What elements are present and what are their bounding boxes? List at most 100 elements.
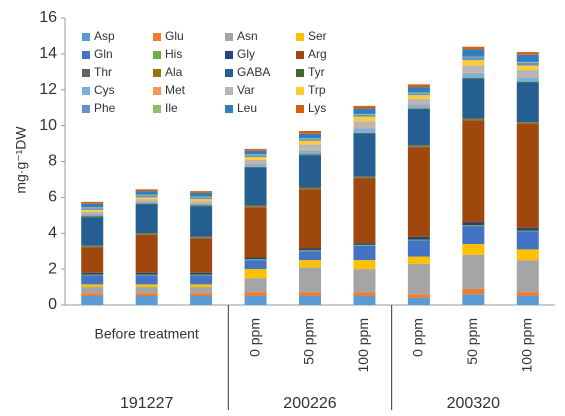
bar-segment: [135, 203, 158, 205]
bar-segment: [462, 288, 485, 295]
bar-segment: [407, 92, 430, 94]
bar-segment: [516, 52, 539, 55]
y-axis-label: mg·g⁻¹DW: [13, 126, 29, 194]
bar-segment: [353, 116, 376, 122]
bar-segment: [190, 287, 213, 294]
bar-segment: [516, 54, 539, 62]
bar-segment: [135, 197, 158, 200]
bar-segment: [244, 205, 267, 207]
y-tick-label: 16: [39, 9, 57, 26]
bar-segment: [299, 155, 321, 188]
bar-segment: [190, 236, 213, 238]
bar-segment: [516, 122, 539, 123]
bar-segment: [407, 104, 430, 105]
legend-swatch: [153, 105, 161, 113]
bar-segment: [353, 296, 376, 305]
bar-segment: [81, 203, 104, 208]
legend-swatch: [153, 87, 161, 95]
bar-segment: [353, 127, 376, 129]
bar-segment: [81, 209, 104, 212]
legend-label: Asn: [237, 29, 258, 43]
bar-segment: [299, 154, 321, 156]
bar-segment: [135, 194, 158, 196]
bar-segment: [244, 159, 267, 164]
bar-segment: [299, 251, 321, 261]
bar-segment: [407, 297, 430, 305]
legend-label: Ile: [165, 101, 178, 115]
legend-label: Gln: [94, 47, 113, 61]
bar-segment: [462, 222, 485, 226]
legend-swatch: [82, 51, 90, 59]
legend-label: His: [165, 47, 182, 61]
bar-segment: [81, 296, 104, 305]
bar-segment: [462, 65, 485, 73]
bar-segment: [299, 296, 321, 305]
bar-segment: [516, 62, 539, 66]
bar-segment: [516, 70, 539, 77]
bar-segment: [462, 244, 485, 255]
bar-segment: [244, 164, 267, 167]
legend-swatch: [225, 105, 233, 113]
x-tick-label: 100 ppm: [355, 318, 371, 372]
bar-segment: [353, 128, 376, 133]
y-tick-label: 10: [39, 117, 57, 134]
bar-segment: [353, 260, 376, 270]
bar-segment: [407, 84, 430, 88]
bar-segment: [135, 296, 158, 305]
bar-segment: [462, 294, 485, 305]
bar-segment: [462, 120, 485, 223]
legend-swatch: [82, 33, 90, 41]
legend-label: Arg: [308, 47, 327, 61]
bar-segment: [244, 206, 267, 208]
bar-segment: [407, 263, 430, 295]
bar-segment: [462, 226, 485, 245]
bar-segment: [462, 119, 485, 121]
bar-segment: [81, 293, 104, 297]
bar-segment: [407, 236, 430, 240]
y-tick-label: 0: [48, 296, 57, 313]
legend-label: Lys: [308, 101, 326, 115]
bar-segment: [353, 113, 376, 115]
legend-label: Phe: [94, 101, 116, 115]
bar-segment: [81, 287, 104, 294]
bar-segment: [407, 87, 430, 93]
bar-segment: [353, 176, 376, 178]
bar-segment: [516, 122, 539, 124]
x-tick-label: 100 ppm: [518, 318, 534, 372]
bar-segment: [299, 267, 321, 293]
group-label: 191227: [120, 395, 173, 412]
bar-segment: [244, 166, 267, 168]
bar-segment: [135, 284, 158, 288]
bar-segment: [190, 275, 213, 285]
bar-segment: [407, 93, 430, 96]
bar-segment: [516, 296, 539, 305]
legend-label: GABA: [237, 65, 270, 79]
bar-segment: [190, 203, 213, 206]
bar-segment: [244, 157, 267, 160]
bar-segment: [81, 245, 104, 247]
bar-segment: [516, 82, 539, 123]
bar-segment: [353, 132, 376, 134]
bar-segment: [299, 131, 321, 134]
bar-segment: [299, 139, 321, 141]
bar-segment: [190, 272, 213, 275]
legend-swatch: [296, 87, 304, 95]
bar-segment: [462, 78, 485, 119]
bar-segment: [462, 225, 485, 227]
bar-segment: [407, 109, 430, 146]
legend-label: Thr: [94, 65, 112, 79]
bar-segment: [516, 81, 539, 83]
legend-swatch: [225, 87, 233, 95]
bar-segment: [299, 188, 321, 190]
bar-segment: [299, 140, 321, 145]
bar-segment: [190, 274, 213, 276]
bar-segment: [135, 275, 158, 285]
bar-segment: [353, 108, 376, 114]
bar-segment: [462, 78, 485, 79]
y-tick-label: 12: [39, 81, 57, 98]
legend-swatch: [82, 87, 90, 95]
bar-segment: [407, 95, 430, 99]
bar-segment: [190, 196, 213, 198]
bar-segment: [353, 244, 376, 246]
